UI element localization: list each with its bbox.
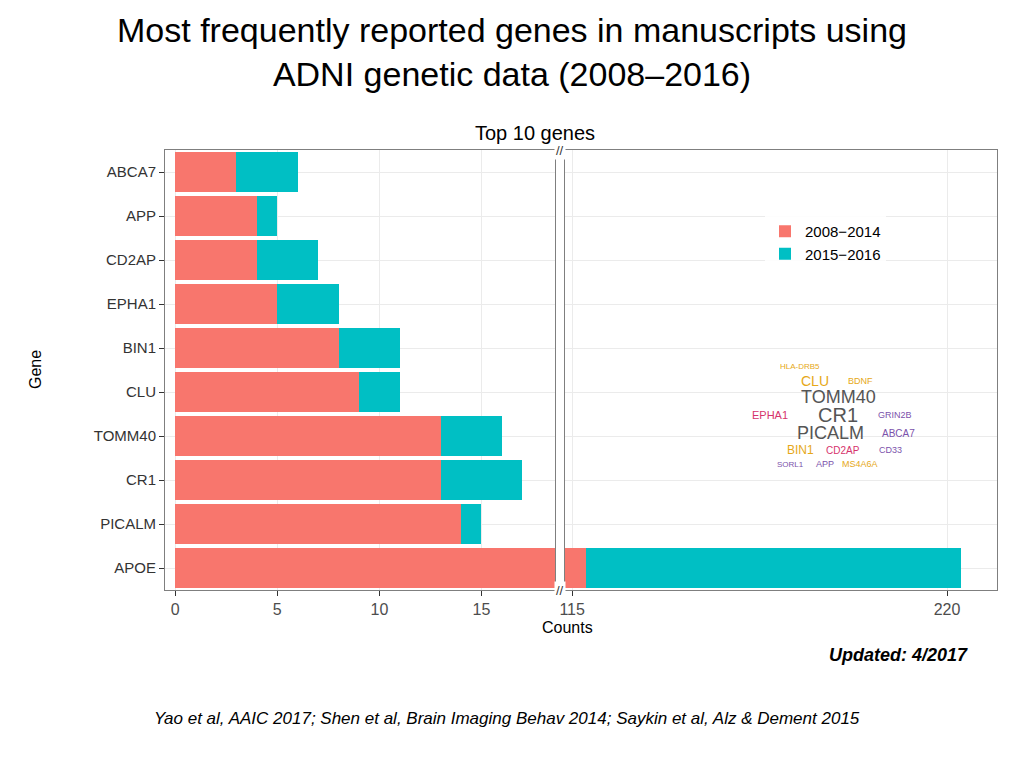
svg-text:EPHA1: EPHA1: [107, 295, 156, 312]
svg-text:CD2AP: CD2AP: [826, 445, 860, 456]
svg-text://: //: [556, 143, 564, 158]
svg-text:2008−2014: 2008−2014: [805, 223, 881, 240]
svg-text:CD2AP: CD2AP: [106, 251, 156, 268]
svg-text:CLU: CLU: [801, 373, 829, 389]
svg-text:APOE: APOE: [114, 559, 156, 576]
svg-text:CR1: CR1: [818, 404, 858, 426]
svg-text:15: 15: [473, 601, 491, 618]
svg-text:BDNF: BDNF: [848, 376, 873, 386]
svg-text:Counts: Counts: [542, 619, 593, 636]
svg-text:ABCA7: ABCA7: [107, 163, 156, 180]
svg-text:TOMM40: TOMM40: [94, 427, 156, 444]
svg-text:Gene: Gene: [27, 350, 44, 389]
svg-text:10: 10: [371, 601, 389, 618]
svg-text:2015−2016: 2015−2016: [805, 246, 881, 263]
svg-text:Updated: 4/2017: Updated: 4/2017: [829, 645, 968, 665]
svg-text://: //: [556, 583, 564, 598]
svg-text:ABCA7: ABCA7: [882, 428, 915, 439]
svg-text:5: 5: [273, 601, 282, 618]
svg-text:PICALM: PICALM: [797, 423, 864, 443]
svg-text:0: 0: [171, 601, 180, 618]
svg-text:HLA-DRB5: HLA-DRB5: [780, 362, 820, 371]
svg-text:Yao et al, AAIC 2017; Shen et: Yao et al, AAIC 2017; Shen et al, Brain …: [154, 709, 860, 728]
svg-text:EPHA1: EPHA1: [752, 409, 788, 421]
svg-text:BIN1: BIN1: [787, 443, 814, 457]
svg-text:CR1: CR1: [126, 471, 156, 488]
svg-text:TOMM40: TOMM40: [801, 387, 876, 407]
svg-text:Most frequently reported genes: Most frequently reported genes in manusc…: [117, 11, 907, 93]
svg-text:220: 220: [934, 601, 961, 618]
svg-text:BIN1: BIN1: [123, 339, 156, 356]
svg-text:CLU: CLU: [126, 383, 156, 400]
svg-text:CD33: CD33: [879, 445, 902, 455]
svg-text:Top 10 genes: Top 10 genes: [475, 122, 595, 144]
svg-text:APP: APP: [126, 207, 156, 224]
svg-text:APP: APP: [816, 459, 834, 469]
svg-text:115: 115: [559, 601, 585, 618]
svg-text:GRIN2B: GRIN2B: [878, 410, 912, 420]
svg-text:MS4A6A: MS4A6A: [842, 459, 878, 469]
svg-text:SORL1: SORL1: [777, 460, 804, 469]
svg-text:PICALM: PICALM: [100, 515, 156, 532]
